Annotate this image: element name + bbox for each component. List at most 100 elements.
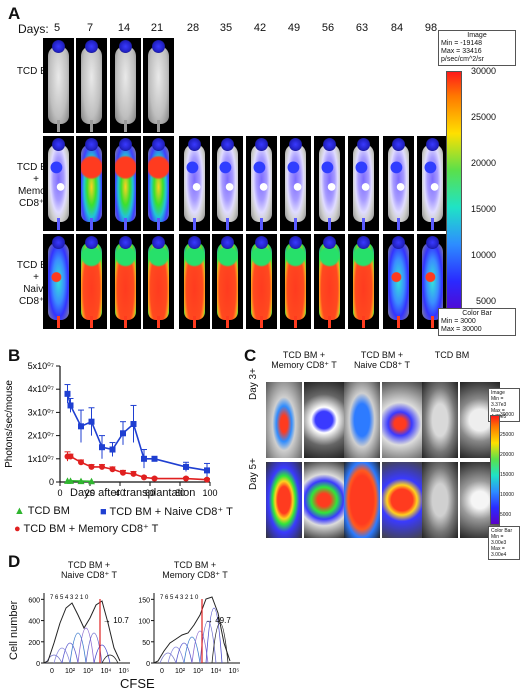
- day-label: 42: [253, 22, 267, 34]
- row-label-naive: TCD BM + Naive CD8⁺ T: [16, 260, 56, 307]
- hist-y-tick-label: 50: [142, 640, 150, 647]
- panel-c-col-tcd: TCD BM: [434, 350, 470, 360]
- legend-memory: ● TCD BM + Memory CD8⁺ T: [14, 523, 159, 535]
- color-bar-c-tick: 30000: [500, 412, 514, 418]
- legend-tcd: ▲ TCD BM: [14, 505, 70, 517]
- generation-peak: [183, 636, 201, 664]
- mouse-image: [43, 234, 74, 329]
- y-axis-label: Photons/sec/mouse: [4, 380, 15, 468]
- data-point: [99, 444, 105, 451]
- generation-peak: [191, 630, 209, 664]
- x-tick-label: 0: [57, 488, 62, 498]
- hist-x-tick-label: 10³: [193, 668, 204, 675]
- row-label-memory: TCD BM + Memory CD8⁺ T: [16, 162, 56, 209]
- hist-x-tick-label: 10²: [65, 668, 76, 675]
- generation-peak: [175, 642, 193, 664]
- data-point: [204, 476, 210, 483]
- generation-peak: [167, 646, 185, 664]
- organ-image: [382, 382, 422, 458]
- mouse-image: [314, 234, 345, 329]
- generation-peak: [53, 647, 71, 664]
- gate-value: → 49.7: [205, 616, 231, 625]
- y-tick-label: 0: [49, 477, 54, 487]
- series-line: [66, 393, 208, 472]
- generation-peak: [61, 642, 79, 664]
- data-point: [67, 453, 74, 460]
- hist-x-tick-label: 10⁵: [229, 668, 240, 675]
- row-label-tcd: TCD BM: [16, 66, 56, 77]
- histogram-envelope: [43, 600, 121, 664]
- mouse-image: [110, 234, 141, 329]
- generation-peak: [77, 627, 95, 664]
- mouse-ventral-image: [344, 462, 380, 538]
- day-label: 21: [150, 22, 164, 34]
- hist-xlabel: CFSE: [120, 676, 155, 691]
- photon-line-chart: 0 1x10⁰⁷ 2x10⁰⁷ 3x10⁰⁷ 4x10⁰⁷ 5x10⁰⁷ 0 20 40 60 80…: [4, 361, 218, 498]
- data-point: [67, 477, 74, 484]
- mouse-image: [314, 136, 345, 231]
- color-bar-c-tick: 15000: [500, 472, 514, 478]
- color-bar-range-box: Color Bar Min = 3000 Max = 30000: [438, 308, 516, 336]
- mouse-image: [246, 234, 277, 329]
- color-bar-c-tick: 10000: [500, 492, 514, 498]
- data-point: [130, 421, 137, 427]
- color-bar-c: [490, 415, 500, 525]
- day-label: 84: [390, 22, 404, 34]
- mouse-image: [280, 136, 311, 231]
- x-tick-label: 100: [202, 488, 217, 498]
- color-bar-c-tick: 25000: [500, 432, 514, 438]
- y-tick-label: 5x10⁰⁷: [28, 361, 54, 371]
- hist-x-tick-label: 10³: [83, 668, 94, 675]
- data-point: [151, 475, 158, 482]
- chart-b-xlabel: Days after transplantation: [70, 487, 196, 499]
- hist-x-tick-label: 10⁴: [211, 668, 222, 675]
- gate-value: → 10.7: [103, 616, 129, 625]
- mouse-image: [212, 136, 243, 231]
- data-point: [77, 477, 85, 485]
- data-point: [88, 477, 95, 485]
- mouse-ventral-image: [344, 382, 380, 458]
- mouse-image: [110, 38, 141, 133]
- y-tick-label: 4x10⁰⁷: [28, 384, 54, 394]
- hist-x-tick-label: 10⁵: [119, 668, 130, 675]
- data-point: [78, 459, 84, 466]
- hist-y-tick-label: 200: [28, 640, 40, 647]
- data-point: [120, 469, 126, 476]
- hist-x-tick-label: 10⁴: [101, 668, 112, 675]
- x-tick-label: 60: [145, 488, 155, 498]
- organ-image: [382, 462, 422, 538]
- mouse-image: [179, 136, 210, 231]
- day-label: 7: [86, 22, 94, 34]
- hist-x-tick-label: 0: [160, 668, 164, 675]
- cfse-histograms: 0 200 400 600 0 10² 10³ 10⁴ 10⁵ 7 6 5 4 3 2 1 0 → …: [28, 593, 240, 675]
- mouse-image: [143, 38, 174, 133]
- image-range-box: Image Min = -19148 Max = 33416 p/sec/cm^…: [438, 30, 516, 66]
- mouse-image: [417, 136, 448, 231]
- day-label: 28: [186, 22, 200, 34]
- color-bar-tick: 25000: [470, 112, 496, 122]
- generation-peak: [45, 654, 63, 664]
- mouse-image: [179, 234, 210, 329]
- day-label: 35: [219, 22, 233, 34]
- data-point: [88, 463, 95, 470]
- mouse-image: [246, 136, 277, 231]
- mouse-image: [383, 234, 414, 329]
- data-point: [141, 455, 147, 462]
- generation-peak: [159, 652, 177, 664]
- color-bar-tick: 5000: [475, 296, 496, 306]
- mouse-image: [76, 38, 107, 133]
- hist-ylabel: Cell number: [8, 600, 20, 660]
- mouse-image: [212, 234, 243, 329]
- y-tick-label: 3x10⁰⁷: [28, 407, 54, 417]
- hist-2-title: TCD BM + Memory CD8⁺ T: [162, 560, 228, 580]
- mouse-image: [143, 234, 174, 329]
- hist-y-tick-label: 400: [28, 619, 40, 626]
- data-point: [109, 446, 116, 453]
- panel-c-col-memory: TCD BM + Memory CD8⁺ T: [271, 350, 337, 370]
- data-point: [67, 402, 74, 409]
- legend-square-icon: ■: [100, 506, 107, 518]
- legend-triangle-icon: ▲: [14, 505, 25, 517]
- color-bar-tick: 15000: [470, 204, 496, 214]
- panel-b-letter: B: [8, 346, 21, 365]
- hist-y-tick-label: 150: [138, 597, 150, 604]
